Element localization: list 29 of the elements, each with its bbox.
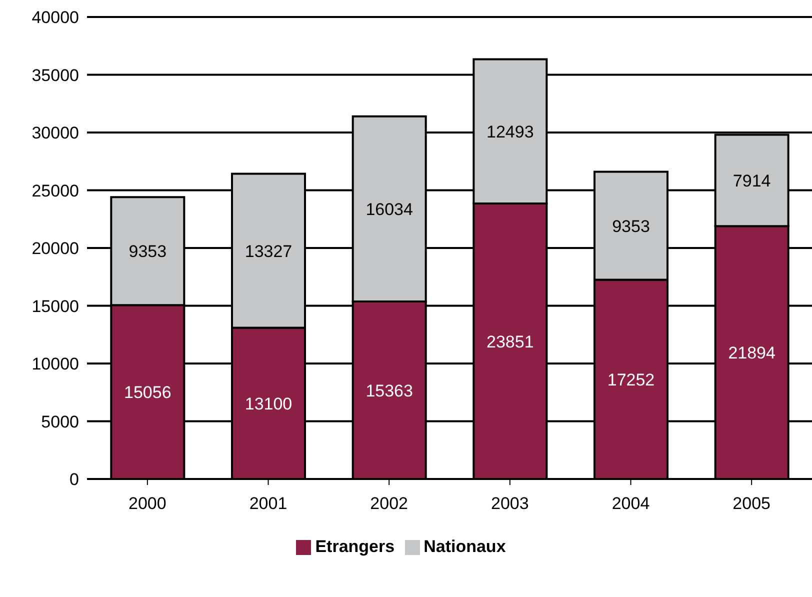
data-label: 21894 [728, 344, 776, 363]
data-label: 17252 [607, 370, 655, 390]
y-tick-label: 0 [70, 470, 79, 490]
data-label: 23851 [486, 332, 534, 352]
legend-label: Etrangers [315, 537, 395, 556]
y-tick-label: 35000 [32, 66, 79, 85]
y-tick-label: 20000 [32, 239, 79, 258]
data-label: 7914 [732, 171, 771, 190]
y-tick-label: 25000 [32, 181, 79, 200]
x-tick-label: 2004 [612, 494, 650, 514]
data-label: 13327 [244, 242, 292, 261]
x-tick-label: 2005 [732, 494, 770, 514]
x-tick-label: 2000 [128, 494, 166, 514]
data-label: 15056 [124, 383, 172, 402]
y-tick-label: 40000 [32, 8, 79, 28]
x-tick-label: 2003 [491, 494, 529, 514]
y-tick-label: 30000 [32, 124, 79, 143]
x-tick-label: 2001 [249, 494, 288, 514]
data-label: 9353 [128, 242, 167, 262]
data-label: 12493 [486, 122, 534, 142]
y-tick-label: 15000 [32, 296, 79, 316]
y-tick-label: 5000 [41, 412, 79, 432]
data-label: 9353 [612, 216, 650, 236]
data-label: 16034 [366, 200, 413, 219]
data-label: 13100 [244, 394, 292, 414]
x-tick-label: 2002 [370, 494, 408, 514]
data-label: 15363 [366, 381, 413, 400]
y-tick-label: 10000 [32, 354, 79, 374]
legend-label: Nationaux [424, 537, 506, 556]
